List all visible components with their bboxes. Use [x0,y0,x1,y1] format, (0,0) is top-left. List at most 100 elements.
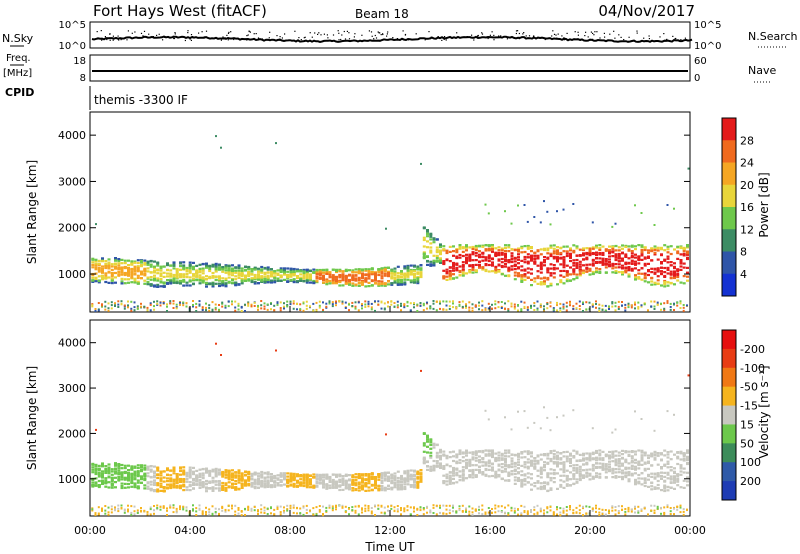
heatmap-cell [601,245,605,248]
heatmap-cell [406,478,410,481]
heatmap-cell [452,474,455,477]
heatmap-cell [624,255,628,258]
heatmap-cell [481,255,485,258]
heatmap-cell [94,277,98,281]
heatmap-cell [604,266,608,269]
heatmap-cell [338,485,342,488]
heatmap-cell [214,480,218,483]
heatmap-cell [149,506,152,509]
heatmap-cell [374,274,377,277]
heatmap-cell [94,463,98,466]
heatmap-cell [595,253,598,257]
heatmap-cell [296,270,299,273]
nsearch-point [247,34,249,36]
heatmap-cell [637,306,640,308]
heatmap-cell [341,482,345,485]
heatmap-cell [296,275,299,278]
heatmap-cell [322,274,325,277]
heatmap-cell [663,249,667,252]
heatmap-cell [546,249,550,252]
nave-point [600,70,603,72]
heatmap-cell [214,306,217,309]
heatmap-cell [383,270,387,273]
heatmap-cell [127,269,130,272]
heatmap-cell [133,272,137,275]
nsearch-point [220,39,222,41]
heatmap-cell [513,303,516,306]
heatmap-cell [260,268,264,271]
heatmap-cell [364,504,367,507]
heatmap-cell [117,259,121,262]
heatmap-cell [361,283,364,286]
heatmap-cell [146,468,150,471]
heatmap-cell [474,304,477,307]
heatmap-cell [367,489,371,492]
heatmap-cell [656,275,660,278]
heatmap-cell [660,266,663,269]
heatmap-cell [484,203,487,206]
heatmap-cell [595,267,598,270]
heatmap-cell [461,272,465,275]
freq-label: Freq. [6,53,31,64]
heatmap-cell [465,258,468,261]
heatmap-cell [487,244,491,248]
heatmap-cell [107,267,111,270]
heatmap-cell [250,475,254,478]
heatmap-cell [325,485,329,489]
nave-point [392,70,394,72]
heatmap-cell [156,484,160,487]
nave-point [219,70,221,72]
heatmap-cell [192,305,194,308]
heatmap-cell [276,505,279,508]
heatmap-cell [240,271,244,274]
heatmap-cell [94,512,97,515]
nsearch-point [523,32,525,34]
heatmap-cell [390,476,394,479]
nsearch-point [386,35,388,37]
heatmap-cell [556,260,559,263]
heatmap-cell [136,470,140,473]
heatmap-cell [416,265,420,268]
heatmap-cell [227,269,231,272]
nsearch-point [558,38,560,40]
nsearch-point [337,30,339,32]
heatmap-cell [429,454,433,457]
heatmap-cell [429,233,433,236]
heatmap-cell [403,304,406,307]
heatmap-cell [283,305,285,308]
heatmap-cell [110,508,113,511]
nsearch-point [477,34,479,37]
heatmap-cell [192,479,195,482]
heatmap-cell [422,257,426,260]
heatmap-cell [205,281,208,284]
heatmap-cell [140,466,143,469]
heatmap-cell [143,305,146,308]
heatmap-cell [221,484,225,487]
heatmap-cell [465,256,468,259]
heatmap-cell [182,470,186,473]
heatmap-cell [536,308,539,311]
heatmap-cell [380,301,383,304]
heatmap-cell [201,278,205,282]
heatmap-cell [452,269,455,272]
heatmap-cell [136,485,140,488]
heatmap-cell [279,267,283,270]
heatmap-cell [299,308,302,311]
heatmap-cell [471,259,475,262]
heatmap-cell [309,478,312,481]
nsearch-point [173,37,175,40]
heatmap-cell [127,464,130,467]
heatmap-cell [435,238,439,241]
heatmap-cell [344,484,348,487]
heatmap-cell [458,244,462,247]
heatmap-cell [218,267,221,270]
heatmap-cell [588,267,592,270]
heatmap-cell [413,473,416,476]
heatmap-cell [604,271,608,274]
heatmap-cell [409,473,413,476]
heatmap-cell [127,266,130,270]
heatmap-cell [448,300,451,303]
heatmap-cell [192,508,194,511]
heatmap-cell [221,505,224,508]
heatmap-cell [380,505,383,508]
